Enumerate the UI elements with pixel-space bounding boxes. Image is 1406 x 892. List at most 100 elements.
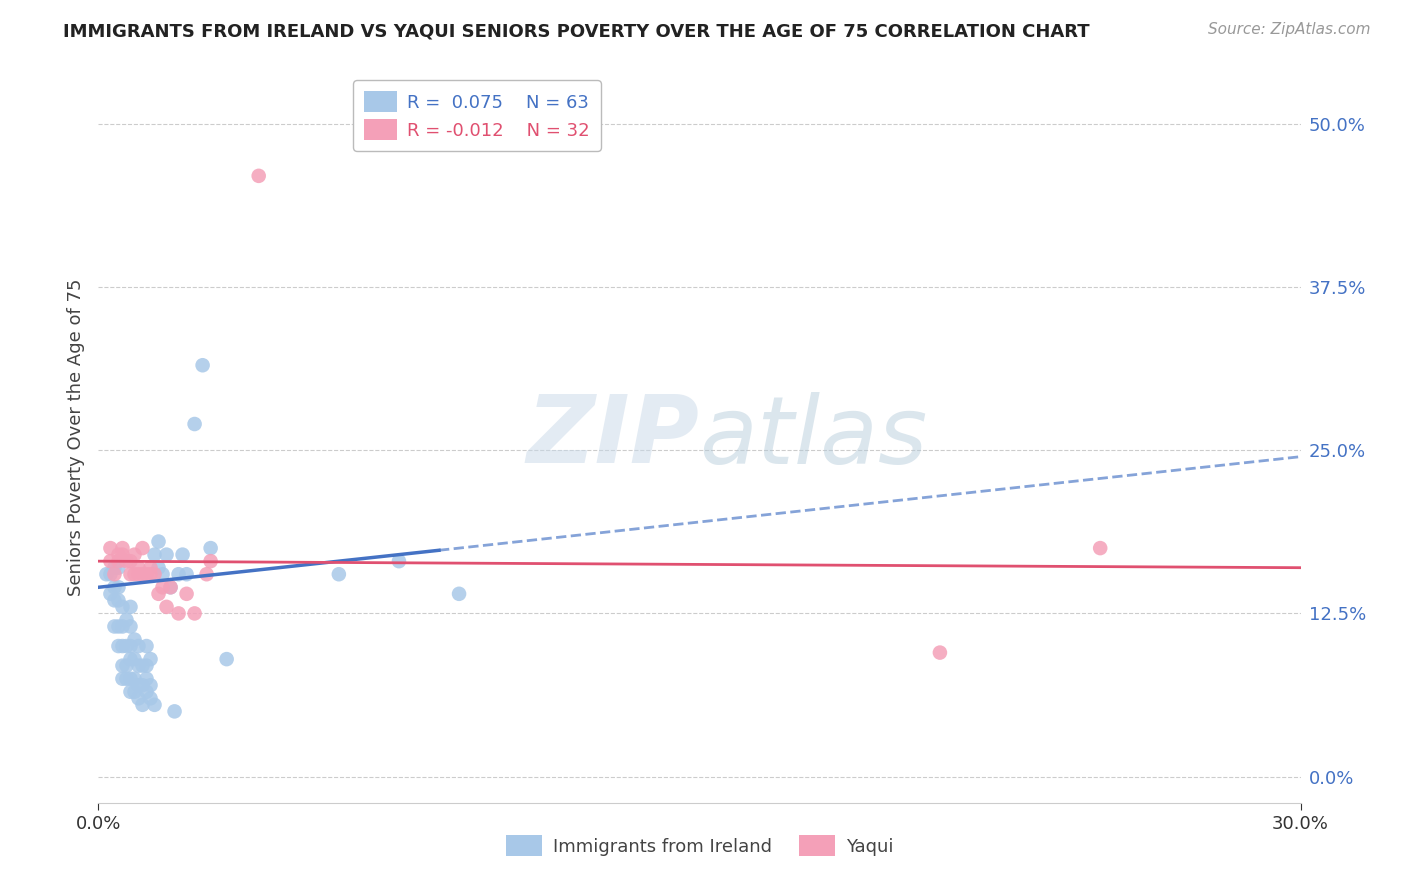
- Point: [111, 548, 134, 562]
- Point: [128, 658, 150, 673]
- Point: [107, 560, 129, 574]
- Point: [148, 587, 170, 601]
- Point: [107, 580, 129, 594]
- Point: [103, 560, 125, 574]
- Point: [131, 698, 153, 712]
- Point: [155, 548, 177, 562]
- Point: [111, 541, 134, 555]
- Point: [135, 672, 157, 686]
- Point: [128, 639, 150, 653]
- Point: [124, 632, 146, 647]
- Point: [135, 658, 157, 673]
- Point: [111, 672, 134, 686]
- Point: [172, 548, 194, 562]
- Point: [135, 685, 157, 699]
- Point: [107, 554, 129, 568]
- Point: [124, 685, 146, 699]
- Point: [128, 567, 150, 582]
- Point: [143, 548, 166, 562]
- Text: ZIP: ZIP: [527, 391, 700, 483]
- Point: [155, 599, 177, 614]
- Point: [107, 593, 129, 607]
- Point: [128, 691, 150, 706]
- Point: [929, 646, 952, 660]
- Point: [200, 554, 222, 568]
- Point: [139, 567, 162, 582]
- Point: [139, 678, 162, 692]
- Y-axis label: Seniors Poverty Over the Age of 75: Seniors Poverty Over the Age of 75: [66, 278, 84, 596]
- Point: [115, 672, 138, 686]
- Text: atlas: atlas: [700, 392, 928, 483]
- Point: [183, 417, 205, 431]
- Point: [128, 560, 150, 574]
- Point: [247, 169, 270, 183]
- Point: [167, 567, 190, 582]
- Point: [163, 705, 186, 719]
- Point: [115, 613, 138, 627]
- Point: [176, 567, 198, 582]
- Point: [176, 587, 198, 601]
- Point: [148, 534, 170, 549]
- Point: [191, 358, 214, 372]
- Point: [143, 698, 166, 712]
- Point: [195, 567, 218, 582]
- Point: [115, 658, 138, 673]
- Point: [131, 567, 153, 582]
- Text: IMMIGRANTS FROM IRELAND VS YAQUI SENIORS POVERTY OVER THE AGE OF 75 CORRELATION : IMMIGRANTS FROM IRELAND VS YAQUI SENIORS…: [63, 22, 1090, 40]
- Point: [120, 652, 142, 666]
- Point: [111, 619, 134, 633]
- Point: [103, 580, 125, 594]
- Point: [111, 658, 134, 673]
- Point: [100, 567, 122, 582]
- Point: [447, 587, 470, 601]
- Point: [120, 554, 142, 568]
- Point: [159, 580, 181, 594]
- Point: [152, 580, 174, 594]
- Point: [103, 619, 125, 633]
- Point: [328, 567, 350, 582]
- Point: [107, 619, 129, 633]
- Point: [124, 672, 146, 686]
- Point: [124, 652, 146, 666]
- Point: [148, 560, 170, 574]
- Point: [128, 678, 150, 692]
- Point: [139, 691, 162, 706]
- Point: [111, 639, 134, 653]
- Point: [135, 567, 157, 582]
- Point: [115, 554, 138, 568]
- Point: [139, 652, 162, 666]
- Point: [120, 639, 142, 653]
- Point: [1088, 541, 1111, 555]
- Point: [143, 567, 166, 582]
- Point: [111, 599, 134, 614]
- Point: [115, 639, 138, 653]
- Point: [152, 567, 174, 582]
- Text: Source: ZipAtlas.com: Source: ZipAtlas.com: [1208, 22, 1371, 37]
- Point: [135, 639, 157, 653]
- Point: [100, 541, 122, 555]
- Point: [103, 567, 125, 582]
- Point: [124, 567, 146, 582]
- Point: [388, 554, 411, 568]
- Point: [167, 607, 190, 621]
- Legend: Immigrants from Ireland, Yaqui: Immigrants from Ireland, Yaqui: [499, 828, 900, 863]
- Point: [215, 652, 238, 666]
- Point: [120, 567, 142, 582]
- Point: [107, 548, 129, 562]
- Point: [100, 587, 122, 601]
- Point: [131, 658, 153, 673]
- Point: [120, 619, 142, 633]
- Point: [100, 554, 122, 568]
- Point: [120, 672, 142, 686]
- Point: [96, 567, 118, 582]
- Point: [159, 580, 181, 594]
- Point: [131, 541, 153, 555]
- Point: [107, 639, 129, 653]
- Point: [139, 560, 162, 574]
- Point: [183, 607, 205, 621]
- Point: [200, 541, 222, 555]
- Point: [103, 593, 125, 607]
- Point: [120, 599, 142, 614]
- Point: [124, 548, 146, 562]
- Point: [131, 678, 153, 692]
